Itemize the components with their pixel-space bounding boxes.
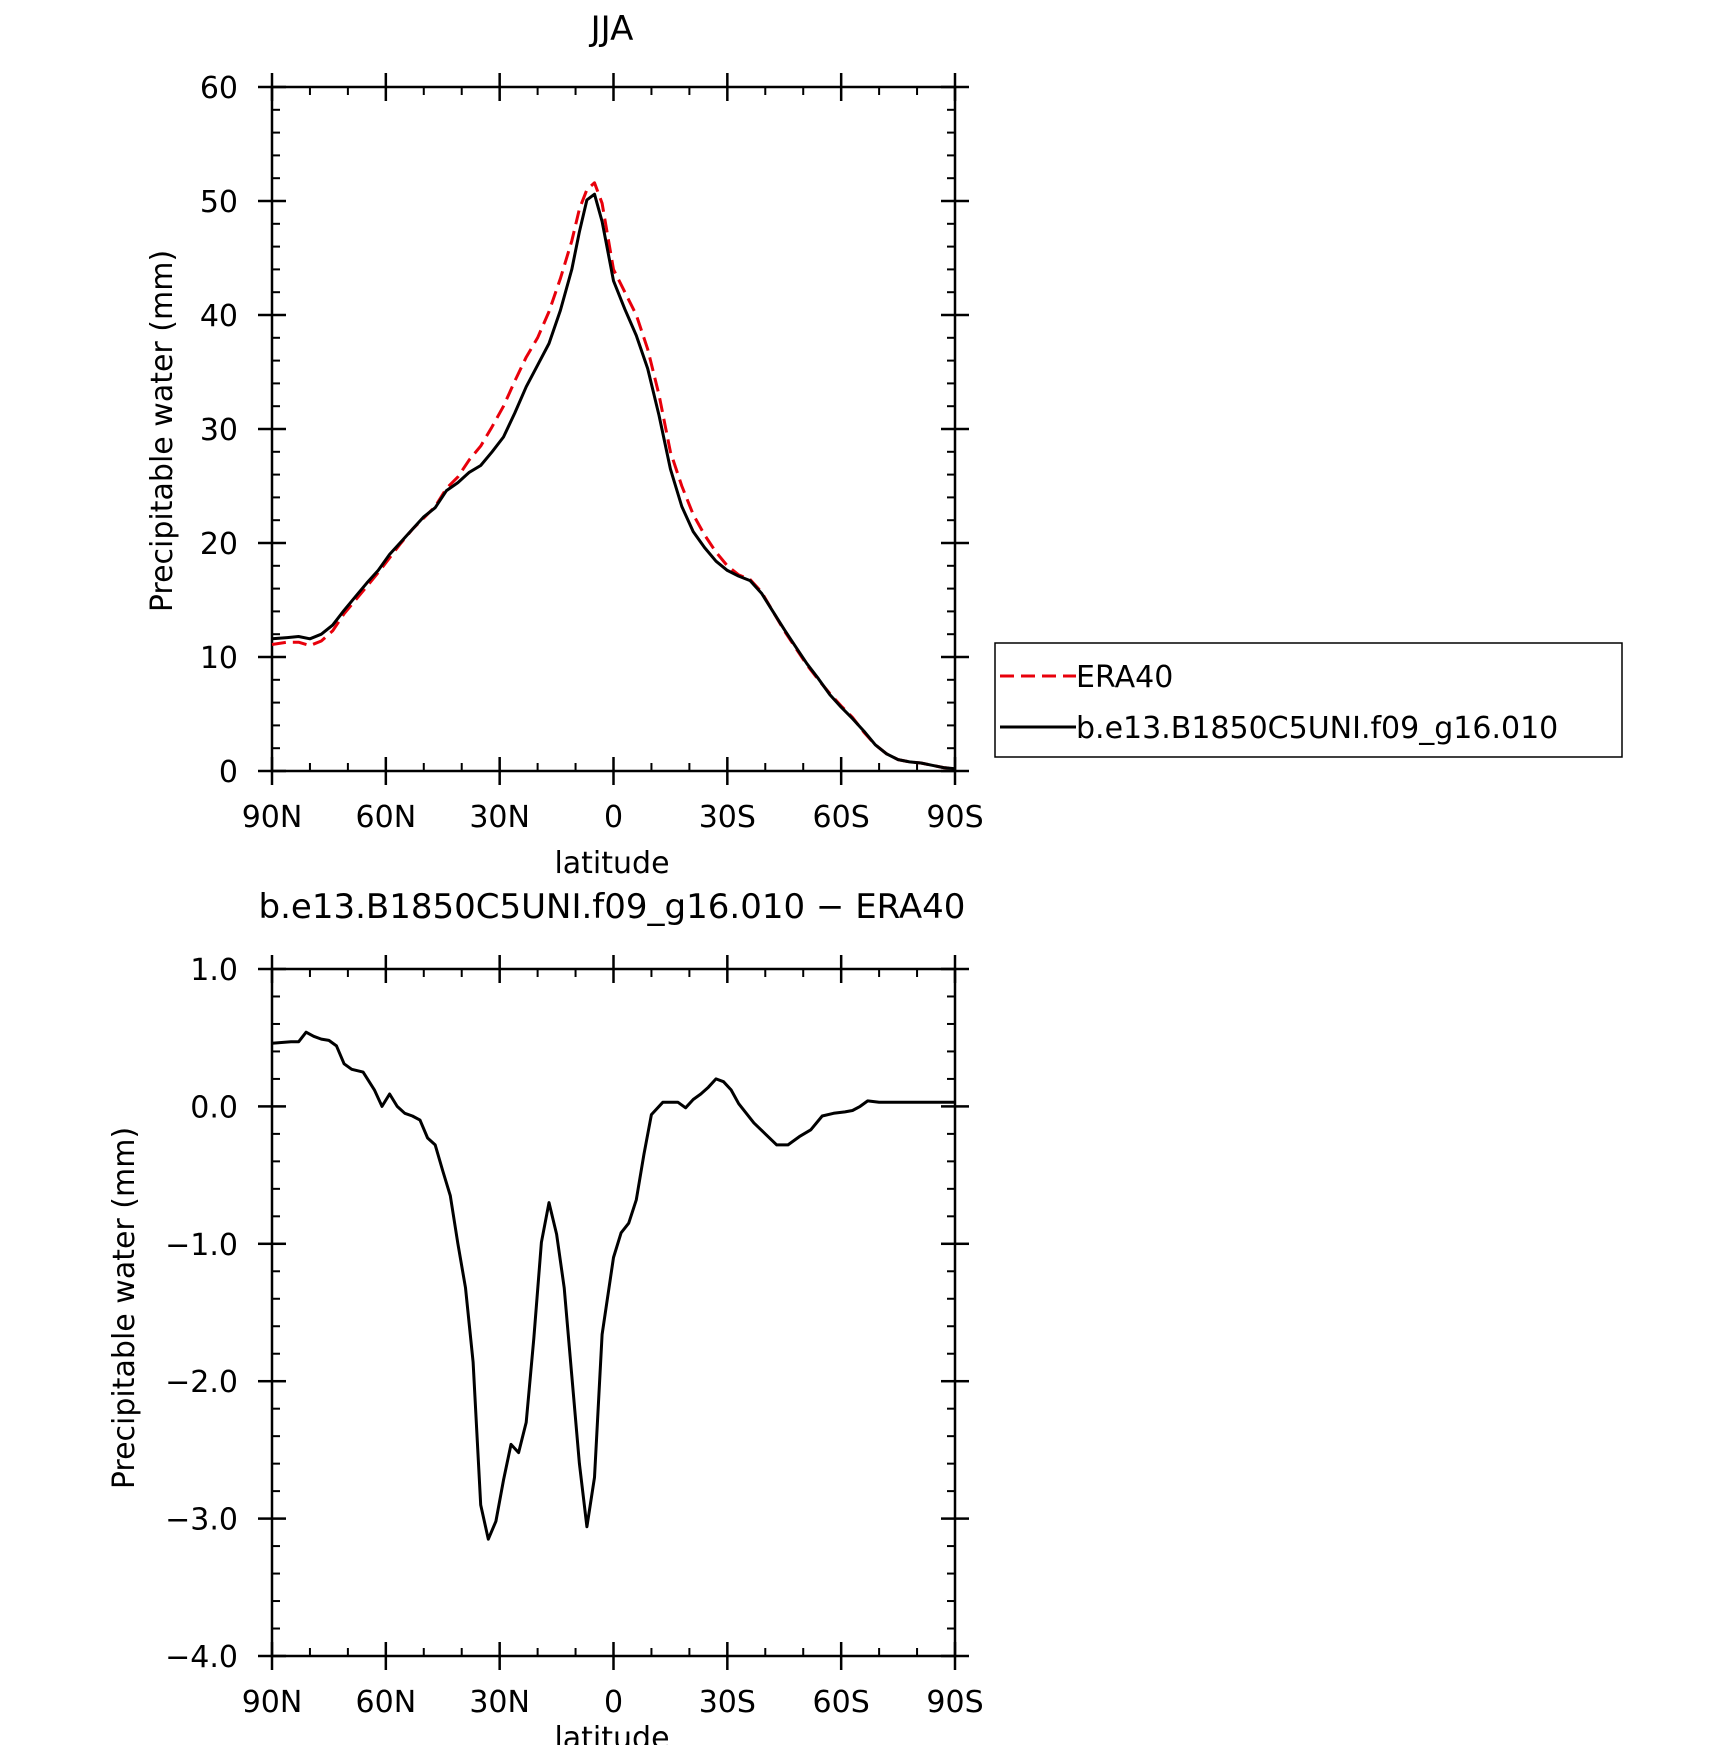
series-line-0 [271,1030,955,1541]
y-tick-label: 0.0 [190,1090,238,1125]
x-tick-label: 30S [699,1685,756,1720]
x-tick-label: 30N [469,1685,530,1720]
x-tick-label: 90N [242,800,303,835]
top-plot-title: JJA [589,9,634,49]
y-tick-label: 50 [200,185,238,220]
x-tick-label: 90S [926,1685,983,1720]
top-plot-xlabel: latitude [554,846,669,881]
legend: ERA40 b.e13.B1850C5UNI.f09_g16.010 [994,642,1623,758]
bottom-plot-title: b.e13.B1850C5UNI.f09_g16.010 − ERA40 [259,887,966,927]
legend-box [994,642,1623,758]
x-tick-label: 90N [242,1685,303,1720]
y-tick-label: 0 [219,755,238,790]
y-tick-label: −2.0 [165,1365,238,1400]
y-tick-label: 60 [200,71,238,106]
x-tick-label: 60N [356,1685,417,1720]
plot-frame [270,967,957,1658]
x-tick-label: 60S [813,1685,870,1720]
y-tick-label: −1.0 [165,1228,238,1263]
top-plot-ylabel: Precipitable water (mm) [145,250,180,612]
series-line-1 [271,192,956,771]
y-tick-label: 20 [200,527,238,562]
top-plot-axes: 90N 60N 30N 0 30S 60S 90S 0 10 20 30 40 50 60 [200,71,984,835]
top-plot-series [271,181,956,771]
y-tick-label: 30 [200,413,238,448]
plot-frame [270,85,957,773]
y-tick-label: −4.0 [165,1640,238,1675]
y-tick-label: 1.0 [190,953,238,988]
bottom-plot-ylabel: Precipitable water (mm) [107,1127,142,1489]
bottom-plot-axes: 90N 60N 30N 0 30S 60S 90S 1.0 0.0 −1.0 −2.0 −3.0 −4.… [165,953,983,1720]
x-tick-label: 30S [699,800,756,835]
legend-model-label: b.e13.B1850C5UNI.f09_g16.010 [1076,711,1558,746]
bottom-plot: b.e13.B1850C5UNI.f09_g16.010 − ERA40 90N… [107,887,984,1745]
bottom-plot-xlabel: latitude [554,1721,669,1745]
bottom-plot-series [271,1030,955,1541]
x-tick-label: 60S [813,800,870,835]
x-tick-label: 90S [926,800,983,835]
series-line-0 [271,181,956,771]
y-tick-label: −3.0 [165,1503,238,1538]
y-tick-label: 40 [200,299,238,334]
x-tick-label: 0 [604,1685,623,1720]
x-tick-label: 30N [469,800,530,835]
x-tick-label: 60N [356,800,417,835]
legend-era40-label: ERA40 [1076,660,1173,695]
y-tick-label: 10 [200,641,238,676]
x-tick-label: 0 [604,800,623,835]
top-plot: JJA 90N 60N 30N 0 30S 60S 90S 0 10 20 30 40 50 60 lat… [145,9,984,881]
